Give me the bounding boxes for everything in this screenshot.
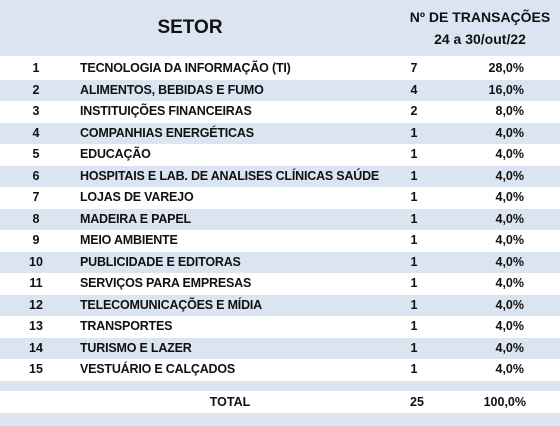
table-row: 6 HOSPITAIS E LAB. DE ANALISES CLÍNICAS S…	[0, 165, 560, 187]
sector-name: EDUCAÇÃO	[80, 147, 151, 161]
table-row: 13 TRANSPORTES 1 4,0%	[0, 316, 560, 338]
row-number: 13	[29, 319, 43, 333]
table-footer-band	[0, 413, 560, 426]
setor-header: SETOR	[157, 17, 223, 38]
transacoes-header: Nº DE TRANSAÇÕES 24 a 30/out/22	[400, 6, 560, 50]
table-row: 8 MADEIRA E PAPEL 1 4,0%	[0, 208, 560, 230]
total-row: TOTAL 25 100,0%	[0, 391, 560, 413]
transaction-count: 1	[410, 362, 418, 376]
total-count: 25	[410, 395, 424, 409]
row-number: 9	[32, 233, 40, 247]
row-number: 5	[32, 147, 40, 161]
sector-name: MEIO AMBIENTE	[80, 233, 178, 247]
row-number: 4	[32, 125, 40, 140]
row-number: 15	[29, 362, 43, 376]
table-spacer	[0, 381, 560, 391]
table-row: 14 TURISMO E LAZER 1 4,0%	[0, 337, 560, 359]
row-number: 7	[32, 190, 40, 204]
transaction-percent: 8,0%	[495, 104, 525, 118]
transaction-count: 7	[410, 61, 418, 75]
transaction-percent: 4,0%	[495, 276, 525, 290]
row-number: 10	[29, 254, 43, 269]
transacoes-header-title: Nº DE TRANSAÇÕES	[409, 9, 551, 25]
sector-name: TELECOMUNICAÇÕES E MÍDIA	[80, 297, 263, 312]
table-row: 5 EDUCAÇÃO 1 4,0%	[0, 144, 560, 166]
transaction-percent: 4,0%	[495, 362, 525, 376]
transaction-percent: 4,0%	[495, 233, 525, 247]
sector-name: TRANSPORTES	[80, 319, 173, 333]
table-row: 3 INSTITUIÇÕES FINANCEIRAS 2 8,0%	[0, 101, 560, 123]
transaction-count: 1	[410, 233, 418, 247]
table-row: 1 TECNOLOGIA DA INFORMAÇÃO (TI) 7 28,0%	[0, 58, 560, 80]
transaction-percent: 4,0%	[495, 125, 525, 140]
table-row: 15 VESTUÁRIO E CALÇADOS 1 4,0%	[0, 359, 560, 381]
transaction-percent: 4,0%	[495, 254, 525, 269]
row-number: 1	[32, 61, 40, 75]
sector-name: ALIMENTOS, BEBIDAS E FUMO	[80, 82, 264, 97]
transaction-count: 2	[410, 104, 418, 118]
transaction-count: 1	[410, 125, 418, 140]
transaction-percent: 4,0%	[495, 190, 525, 204]
sector-name: COMPANHIAS ENERGÉTICAS	[80, 125, 254, 140]
sector-name: INSTITUIÇÕES FINANCEIRAS	[80, 104, 252, 118]
transaction-percent: 16,0%	[488, 82, 524, 97]
transaction-count: 1	[410, 168, 418, 183]
transaction-count: 1	[410, 190, 418, 204]
table-row: 11 SERVIÇOS PARA EMPRESAS 1 4,0%	[0, 273, 560, 295]
transaction-count: 4	[410, 82, 418, 97]
transaction-percent: 4,0%	[495, 211, 525, 226]
transaction-percent: 4,0%	[495, 340, 525, 355]
row-number: 11	[29, 276, 43, 290]
transaction-percent: 4,0%	[495, 319, 525, 333]
sector-name: SERVIÇOS PARA EMPRESAS	[80, 276, 252, 290]
sector-name: TECNOLOGIA DA INFORMAÇÃO (TI)	[80, 61, 291, 75]
transaction-count: 1	[410, 147, 418, 161]
row-number: 6	[32, 168, 40, 183]
transaction-count: 1	[410, 297, 418, 312]
sector-name: MADEIRA E PAPEL	[80, 211, 191, 226]
table-row: 2 ALIMENTOS, BEBIDAS E FUMO 4 16,0%	[0, 79, 560, 101]
row-number: 14	[29, 340, 43, 355]
transaction-percent: 28,0%	[488, 61, 524, 75]
sector-name: LOJAS DE VAREJO	[80, 190, 194, 204]
transaction-percent: 4,0%	[495, 168, 525, 183]
transaction-percent: 4,0%	[495, 297, 525, 312]
transaction-count: 1	[410, 211, 418, 226]
transaction-percent: 4,0%	[495, 147, 525, 161]
total-label: TOTAL	[209, 395, 251, 409]
transaction-count: 1	[410, 276, 418, 290]
sector-name: VESTUÁRIO E CALÇADOS	[80, 362, 236, 376]
transaction-count: 1	[410, 254, 418, 269]
row-number: 12	[29, 297, 43, 312]
transaction-count: 1	[410, 319, 418, 333]
sector-name: TURISMO E LAZER	[80, 340, 192, 355]
table-body: 1 TECNOLOGIA DA INFORMAÇÃO (TI) 7 28,0% 2 ALI…	[0, 58, 560, 381]
table-row: 7 LOJAS DE VAREJO 1 4,0%	[0, 187, 560, 209]
table-header: SETOR Nº DE TRANSAÇÕES 24 a 30/out/22	[0, 0, 560, 56]
sector-name: PUBLICIDADE E EDITORAS	[80, 254, 241, 269]
total-percent: 100,0%	[483, 395, 526, 409]
row-number: 2	[32, 82, 40, 97]
table-row: 9 MEIO AMBIENTE 1 4,0%	[0, 230, 560, 252]
table-row: 12 TELECOMUNICAÇÕES E MÍDIA 1 4,0%	[0, 294, 560, 316]
row-number: 3	[32, 104, 40, 118]
transacoes-header-period: 24 a 30/out/22	[434, 31, 526, 47]
table-row: 4 COMPANHIAS ENERGÉTICAS 1 4,0%	[0, 122, 560, 144]
transaction-count: 1	[410, 340, 418, 355]
table-row: 10 PUBLICIDADE E EDITORAS 1 4,0%	[0, 251, 560, 273]
row-number: 8	[32, 211, 40, 226]
sector-name: HOSPITAIS E LAB. DE ANALISES CLÍNICAS SA…	[80, 168, 380, 183]
